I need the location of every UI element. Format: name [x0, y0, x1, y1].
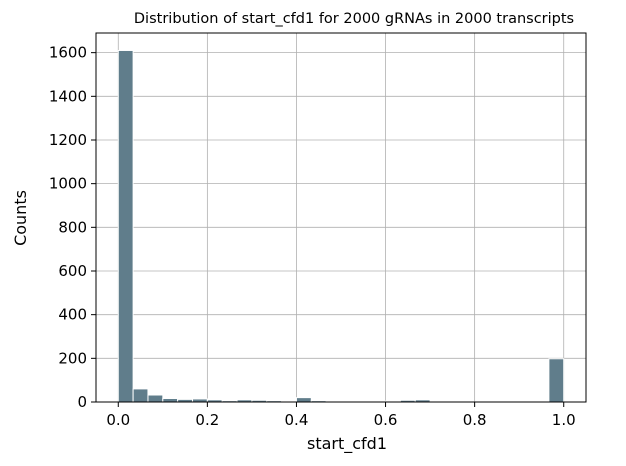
bars	[117, 49, 565, 403]
y-axis-label: Counts	[11, 190, 30, 246]
histogram-bar	[548, 358, 565, 403]
histogram-bar	[132, 388, 149, 403]
y-tick-label: 600	[58, 262, 87, 280]
histogram-bar	[147, 394, 164, 403]
plot-frame	[95, 32, 587, 403]
chart-title: Distribution of start_cfd1 for 2000 gRNA…	[134, 11, 574, 27]
grid	[96, 33, 586, 403]
x-tick-label: 0.4	[285, 411, 309, 429]
y-tick-label: 1000	[49, 175, 87, 193]
y-tick-label: 1200	[49, 131, 87, 149]
y-tick-label: 0	[77, 393, 87, 411]
histogram-bar	[295, 397, 312, 403]
y-tick-label: 1600	[49, 44, 87, 62]
histogram-bar	[162, 398, 179, 403]
x-tick-label: 0.0	[106, 411, 130, 429]
y-tick-label: 400	[58, 306, 87, 324]
y-tick-label: 800	[58, 218, 87, 236]
y-tick-label: 1400	[49, 87, 87, 105]
y-tick-label: 200	[58, 349, 87, 367]
x-tick-label: 0.8	[463, 411, 487, 429]
x-axis-label: start_cfd1	[307, 434, 387, 454]
ticks: 0.0 0.2 0.4 0.6 0.8 1.0 0 200 400 600 800 1000 1200 1…	[49, 44, 576, 429]
x-tick-label: 0.6	[374, 411, 398, 429]
x-tick-label: 0.2	[195, 411, 219, 429]
x-tick-label: 1.0	[552, 411, 576, 429]
histogram-bar	[117, 49, 134, 403]
